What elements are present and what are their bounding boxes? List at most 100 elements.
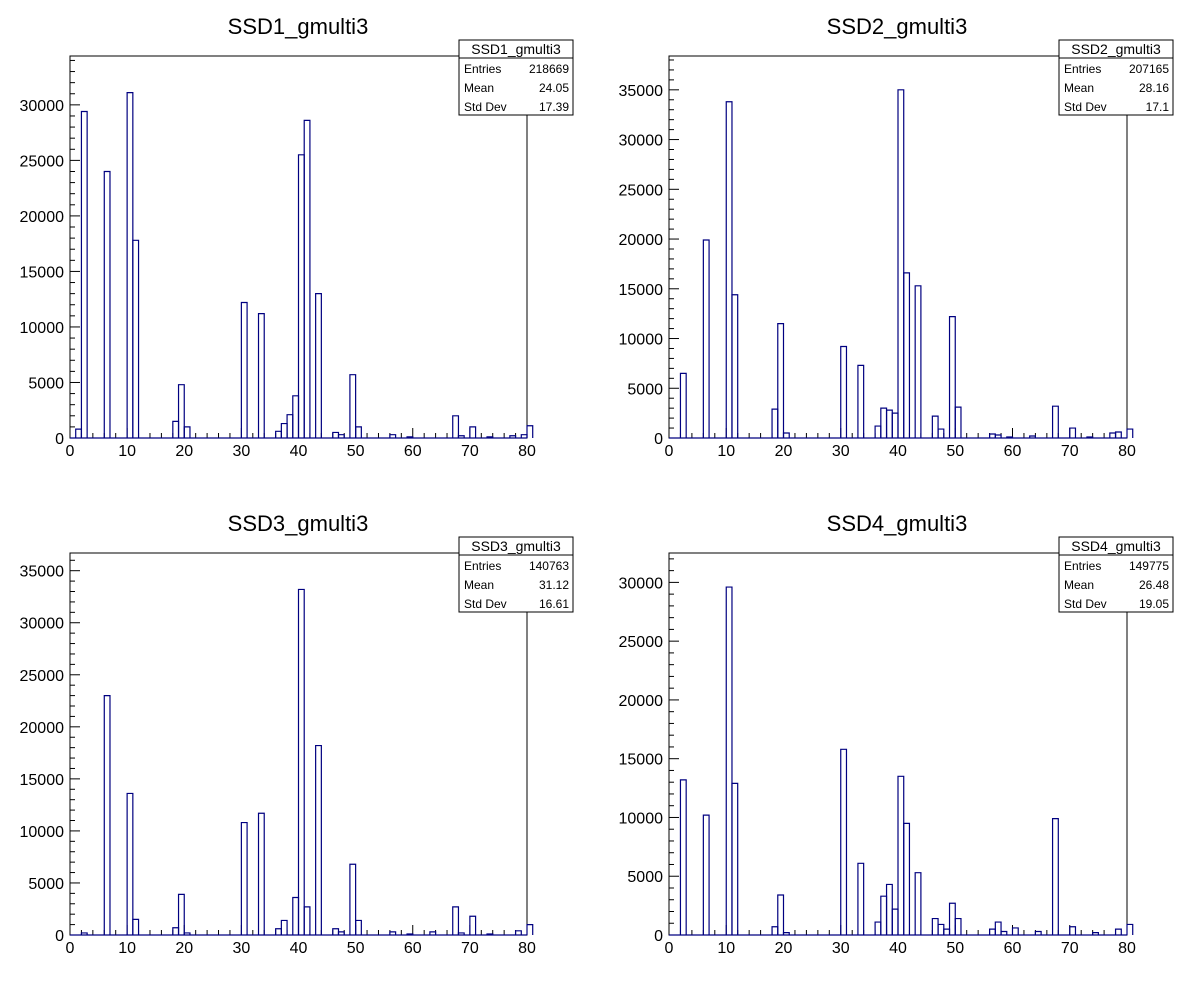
histogram-bin xyxy=(172,927,180,935)
histogram-bin xyxy=(840,748,848,935)
histogram-bin xyxy=(771,408,779,438)
histogram-bin xyxy=(514,930,522,935)
histogram-bin xyxy=(989,928,996,935)
y-tick-label: 20000 xyxy=(619,232,664,249)
y-tick-label: 30000 xyxy=(20,98,65,115)
histogram-bin xyxy=(903,272,911,438)
x-tick-label: 20 xyxy=(175,443,193,460)
histogram-bin xyxy=(725,586,733,935)
x-tick-label: 20 xyxy=(775,443,793,460)
y-tick-label: 5000 xyxy=(28,876,64,893)
x-tick-label: 0 xyxy=(665,940,674,957)
histogram-bin xyxy=(777,894,785,935)
histogram-bin xyxy=(1051,818,1059,935)
chart-title: SSD2_gmulti3 xyxy=(827,14,968,39)
stats-box-title: SSD3_gmulti3 xyxy=(471,538,561,554)
y-tick-label: 25000 xyxy=(619,634,664,651)
histogram-bin xyxy=(857,862,865,935)
histogram-bin xyxy=(1109,432,1117,438)
stats-entries-label: Entries xyxy=(464,62,501,76)
histogram-bin xyxy=(702,239,710,438)
y-tick-label: 5000 xyxy=(28,375,64,392)
histogram-bin xyxy=(280,422,288,438)
histogram-bin xyxy=(679,372,687,438)
stats-box-frame xyxy=(458,39,574,116)
stats-mean-value: 26.48 xyxy=(1139,578,1169,592)
stats-mean-value: 28.16 xyxy=(1139,81,1169,95)
histogram-bin xyxy=(315,744,322,935)
stats-entries-value: 207165 xyxy=(1129,62,1169,76)
chart-title: SSD3_gmulti3 xyxy=(228,511,369,536)
histogram-bin xyxy=(332,928,340,935)
histogram-bin xyxy=(1126,923,1134,935)
histogram-bin xyxy=(183,932,191,935)
histogram-bin xyxy=(937,923,945,935)
x-tick-label: 50 xyxy=(946,443,964,460)
stats-mean-label: Mean xyxy=(1064,578,1094,592)
histogram-bin xyxy=(1011,927,1019,935)
histogram-bin xyxy=(257,812,265,935)
histogram-bin xyxy=(132,239,140,438)
histogram-bin xyxy=(679,779,687,935)
histogram-bin xyxy=(297,154,305,438)
stats-box: SSD2_gmulti3 Entries 207165 Mean 28.16 Std De… xyxy=(1058,39,1174,116)
x-tick-label: 10 xyxy=(717,940,735,957)
histogram-bin xyxy=(1114,431,1122,438)
histogram-bin xyxy=(297,588,305,935)
histogram-bin xyxy=(954,917,962,935)
x-tick-label: 40 xyxy=(290,940,308,957)
stats-entries-label: Entries xyxy=(464,559,501,573)
histogram-bin xyxy=(177,384,185,438)
x-tick-label: 30 xyxy=(232,443,250,460)
y-tick-label: 0 xyxy=(654,928,663,945)
y-tick-label: 5000 xyxy=(627,381,663,398)
histogram-bin xyxy=(994,921,1002,935)
stats-stddev-label: Std Dev xyxy=(464,597,507,611)
x-tick-label: 60 xyxy=(404,443,422,460)
y-tick-label: 20000 xyxy=(20,720,65,737)
histogram-bin xyxy=(897,89,905,438)
histogram-bin xyxy=(292,896,300,935)
x-tick-label: 40 xyxy=(290,443,308,460)
stats-stddev-value: 17.39 xyxy=(539,100,569,114)
histogram-bin xyxy=(389,434,397,438)
x-tick-label: 70 xyxy=(461,940,479,957)
y-tick-label: 0 xyxy=(55,928,64,945)
histogram-bin xyxy=(731,782,739,935)
y-tick-label: 10000 xyxy=(619,810,664,827)
stats-mean-label: Mean xyxy=(464,81,494,95)
x-tick-label: 80 xyxy=(518,940,536,957)
x-tick-label: 50 xyxy=(347,443,365,460)
histogram-bin xyxy=(948,316,956,438)
y-tick-label: 10000 xyxy=(20,320,65,337)
x-tick-label: 80 xyxy=(1118,940,1136,957)
histogram-bin xyxy=(337,434,345,438)
stats-entries-value: 149775 xyxy=(1129,559,1169,573)
x-tick-label: 50 xyxy=(347,940,365,957)
histogram-bin xyxy=(240,821,248,935)
stats-stddev-label: Std Dev xyxy=(1064,597,1107,611)
histogram-bin xyxy=(183,426,191,438)
y-tick-label: 25000 xyxy=(619,182,664,199)
histogram-bin xyxy=(457,932,465,935)
x-tick-label: 0 xyxy=(66,940,75,957)
stats-box-frame xyxy=(458,536,574,613)
histogram-bin xyxy=(840,345,848,438)
x-tick-label: 70 xyxy=(1061,443,1079,460)
histogram-bin xyxy=(240,301,248,438)
histogram-bin xyxy=(937,428,945,438)
y-tick-label: 30000 xyxy=(619,133,664,150)
histogram-bin xyxy=(891,412,899,438)
x-tick-label: 40 xyxy=(889,940,907,957)
histogram-bin xyxy=(389,931,397,935)
histogram-bin xyxy=(280,919,288,935)
stats-mean-label: Mean xyxy=(464,578,494,592)
x-tick-label: 50 xyxy=(946,940,964,957)
histogram-bin xyxy=(1092,932,1099,935)
x-tick-label: 10 xyxy=(717,443,735,460)
histogram-bin xyxy=(1069,427,1077,438)
histogram-bin xyxy=(931,917,939,935)
histogram-bin xyxy=(103,694,111,935)
y-tick-label: 20000 xyxy=(619,693,664,710)
